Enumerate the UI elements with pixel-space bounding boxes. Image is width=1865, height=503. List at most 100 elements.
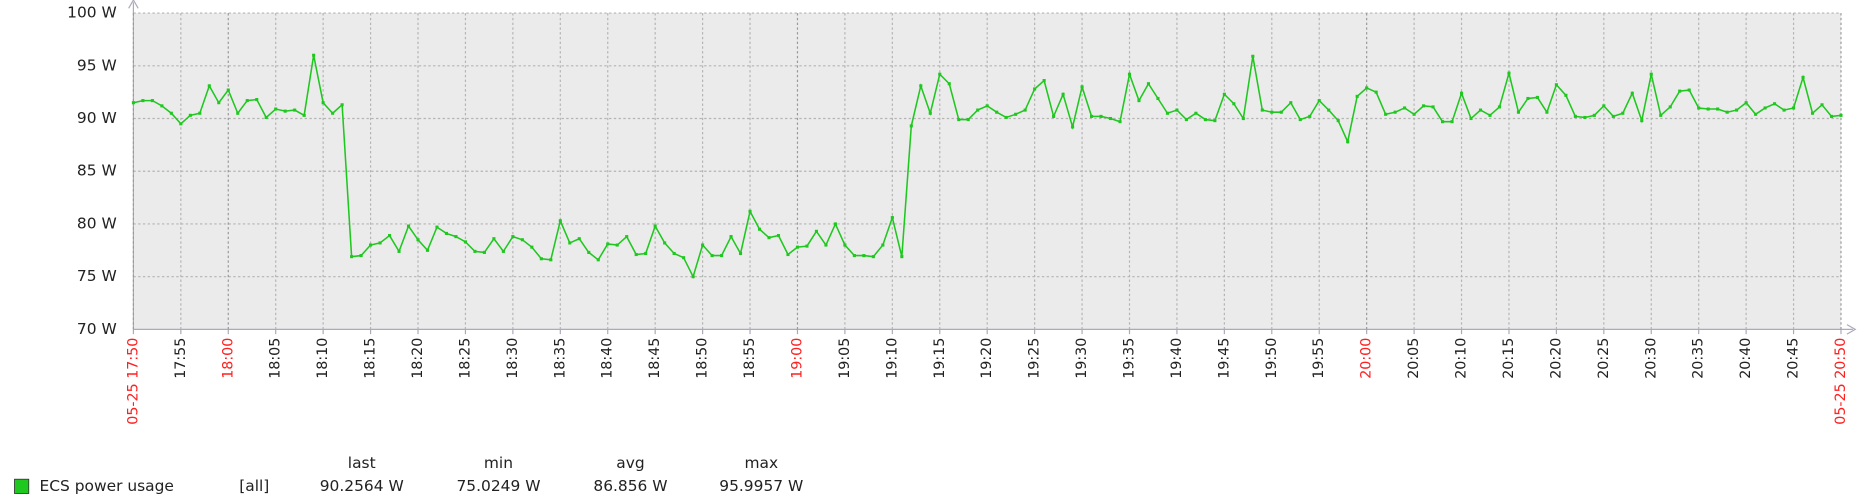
- data-point: [919, 84, 923, 88]
- data-point: [786, 252, 790, 257]
- data-point: [1317, 99, 1321, 103]
- data-point: [274, 107, 278, 111]
- data-point: [900, 255, 904, 259]
- data-point: [131, 101, 135, 105]
- data-point: [814, 229, 818, 233]
- legend-column-header: last: [348, 454, 376, 472]
- data-point: [226, 88, 230, 92]
- data-point: [1630, 91, 1634, 95]
- y-tick-label: 70 W: [77, 320, 117, 338]
- x-tick-label: 18:50: [695, 338, 711, 379]
- data-point: [1384, 112, 1388, 116]
- data-point: [824, 243, 828, 247]
- legend-value: 90.2564 W: [320, 477, 404, 495]
- x-tick-label: 19:40: [1169, 338, 1185, 379]
- data-point: [615, 243, 619, 247]
- data-point: [520, 238, 524, 242]
- data-point: [1033, 87, 1037, 91]
- data-point: [1146, 82, 1151, 86]
- data-point: [1602, 104, 1606, 108]
- data-point: [1355, 94, 1359, 98]
- data-point: [928, 111, 932, 115]
- data-point: [1697, 106, 1701, 110]
- data-point: [188, 113, 192, 117]
- data-point: [1004, 115, 1008, 120]
- y-tick-label: 100 W: [67, 4, 117, 22]
- data-point: [1441, 120, 1445, 124]
- x-tick-label: 18:00: [220, 338, 236, 379]
- data-point: [1374, 90, 1378, 94]
- data-point: [852, 254, 856, 258]
- data-point: [871, 255, 875, 259]
- data-point: [833, 222, 837, 226]
- x-tick-label: 20:20: [1548, 338, 1564, 379]
- data-point: [1365, 86, 1369, 90]
- x-axis-arrow: [1846, 324, 1857, 335]
- data-point: [1678, 89, 1682, 93]
- data-point: [1829, 114, 1834, 118]
- data-point: [1203, 118, 1207, 122]
- data-point: [501, 249, 505, 253]
- data-point: [255, 97, 259, 102]
- data-point: [406, 224, 411, 228]
- data-point: [425, 248, 430, 252]
- data-point: [1516, 110, 1520, 114]
- x-tick-label: 20:05: [1406, 338, 1422, 379]
- data-point: [1535, 95, 1539, 99]
- data-point: [1156, 96, 1160, 101]
- data-point: [1127, 72, 1132, 76]
- data-point: [454, 235, 458, 239]
- data-point: [1488, 113, 1492, 117]
- data-point: [1810, 111, 1815, 115]
- x-tick-label: 19:25: [1027, 338, 1043, 379]
- x-tick-label: 20:15: [1501, 338, 1517, 379]
- data-point: [701, 243, 705, 247]
- data-point: [795, 245, 800, 249]
- data-point: [1042, 79, 1046, 83]
- x-tick-label: 19:10: [884, 338, 900, 379]
- data-point: [1583, 115, 1587, 120]
- data-point: [1137, 99, 1141, 103]
- data-point: [1241, 116, 1245, 121]
- x-tick-label: 18:05: [268, 338, 284, 379]
- data-point: [444, 231, 449, 235]
- data-point: [1108, 116, 1113, 121]
- data-point: [1412, 112, 1416, 116]
- data-point: [890, 216, 894, 220]
- data-point: [1554, 83, 1558, 87]
- data-point: [710, 254, 714, 258]
- x-tick-label: 18:35: [552, 338, 568, 379]
- data-point: [720, 254, 724, 258]
- data-point: [1222, 92, 1226, 96]
- data-point: [293, 108, 297, 112]
- data-point: [1497, 105, 1502, 109]
- data-point: [1393, 110, 1397, 114]
- legend-column-header: max: [744, 454, 778, 472]
- data-point: [1668, 105, 1672, 109]
- data-point: [141, 99, 145, 103]
- data-point: [1165, 111, 1169, 115]
- data-point: [1346, 140, 1350, 144]
- data-point: [1820, 103, 1824, 107]
- data-point: [1118, 120, 1122, 124]
- x-tick-label: 19:30: [1074, 338, 1090, 379]
- data-point: [587, 250, 591, 254]
- data-point: [302, 113, 306, 117]
- data-point: [492, 237, 496, 241]
- x-tick-label: 17:55: [173, 338, 189, 379]
- data-point: [976, 108, 980, 112]
- data-point: [1801, 75, 1805, 79]
- data-point: [530, 245, 534, 249]
- data-point: [767, 236, 771, 240]
- data-point: [957, 118, 961, 122]
- data-point: [1687, 88, 1691, 92]
- data-point: [1099, 114, 1103, 118]
- data-point: [198, 111, 202, 115]
- data-point: [397, 249, 401, 253]
- legend-value: 86.856 W: [593, 477, 667, 495]
- data-point: [1023, 108, 1027, 112]
- data-point: [805, 244, 809, 248]
- data-point: [1640, 119, 1644, 123]
- data-point: [1260, 108, 1264, 112]
